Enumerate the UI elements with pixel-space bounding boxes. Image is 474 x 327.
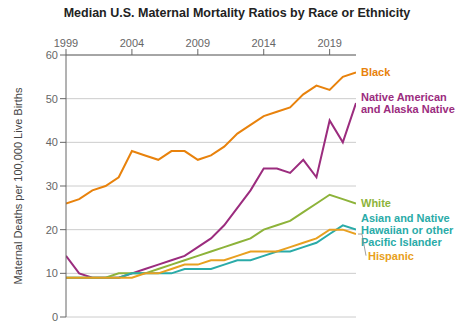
svg-text:10: 10 bbox=[46, 267, 58, 279]
svg-text:2014: 2014 bbox=[251, 37, 275, 49]
svg-text:2009: 2009 bbox=[186, 37, 210, 49]
svg-text:1999: 1999 bbox=[54, 37, 78, 49]
svg-text:20: 20 bbox=[46, 224, 58, 236]
svg-text:2019: 2019 bbox=[317, 37, 341, 49]
svg-text:Asian and NativeHawaiian or ot: Asian and NativeHawaiian or otherPacific… bbox=[361, 212, 454, 248]
svg-text:Hispanic: Hispanic bbox=[368, 250, 414, 262]
svg-text:2004: 2004 bbox=[120, 37, 144, 49]
svg-text:40: 40 bbox=[46, 136, 58, 148]
svg-text:Native Americanand Alaska Nati: Native Americanand Alaska Native bbox=[361, 91, 455, 115]
svg-text:0: 0 bbox=[52, 311, 58, 323]
svg-text:Black: Black bbox=[361, 66, 391, 78]
svg-text:Maternal Deaths per 100,000 Li: Maternal Deaths per 100,000 Live Births bbox=[12, 87, 24, 284]
svg-text:30: 30 bbox=[46, 180, 58, 192]
svg-text:60: 60 bbox=[46, 49, 58, 61]
svg-text:50: 50 bbox=[46, 93, 58, 105]
html-text:Median U.S. Maternal Mortality: Median U.S. Maternal Mortality Ratios by… bbox=[63, 6, 411, 20]
svg-text:White: White bbox=[361, 197, 391, 209]
